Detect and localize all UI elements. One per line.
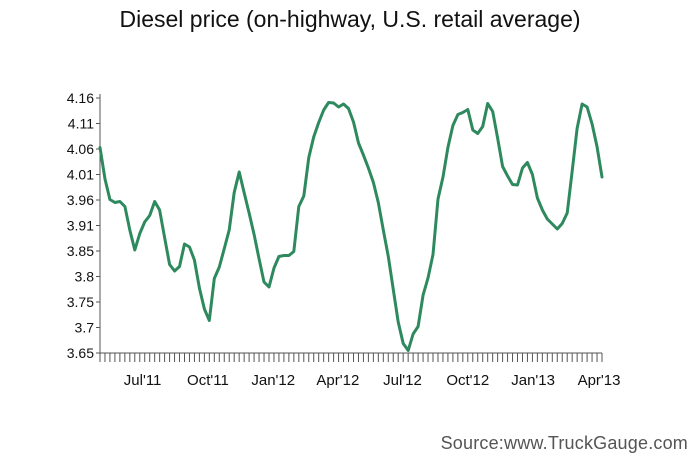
- x-tick-label: Jan'12: [251, 372, 295, 389]
- y-tick-label: 3.65: [67, 345, 94, 361]
- x-tick-label: Oct'11: [187, 372, 229, 389]
- y-tick-label: 4.11: [68, 116, 94, 132]
- x-tick-label: Jul'12: [383, 372, 422, 389]
- y-tick-label: 4.01: [67, 167, 94, 183]
- y-tick-label: 3.75: [67, 294, 94, 310]
- series-line: [98, 101, 604, 352]
- x-tick-label: Apr'12: [316, 372, 359, 389]
- chart-title: Diesel price (on-highway, U.S. retail av…: [119, 6, 581, 32]
- y-axis: 4.16 4.11 4.06 4.01 3.96 3.91 3.85 3.8 3.75 3.7 3.…: [67, 90, 101, 361]
- x-axis: Jul'11 Oct'11 Jan'12 Apr'12 Jul'12 Oct'12 Jan'…: [99, 352, 621, 389]
- x-tick-label: Oct'12: [446, 372, 489, 389]
- x-tick-label: Jan'13: [511, 372, 555, 389]
- y-tick-label: 3.7: [75, 320, 95, 336]
- y-tick-label: 4.16: [67, 90, 94, 106]
- x-tick-label: Apr'13: [578, 372, 621, 389]
- y-tick-label: 3.85: [67, 243, 94, 259]
- y-tick-label: 3.8: [75, 269, 95, 285]
- y-tick-label: 3.91: [67, 218, 94, 234]
- source-credit: Source:www.TruckGauge.com: [440, 433, 688, 453]
- x-tick-label: Jul'11: [124, 372, 162, 389]
- y-tick-label: 3.96: [67, 192, 94, 208]
- y-tick-label: 4.06: [67, 141, 94, 157]
